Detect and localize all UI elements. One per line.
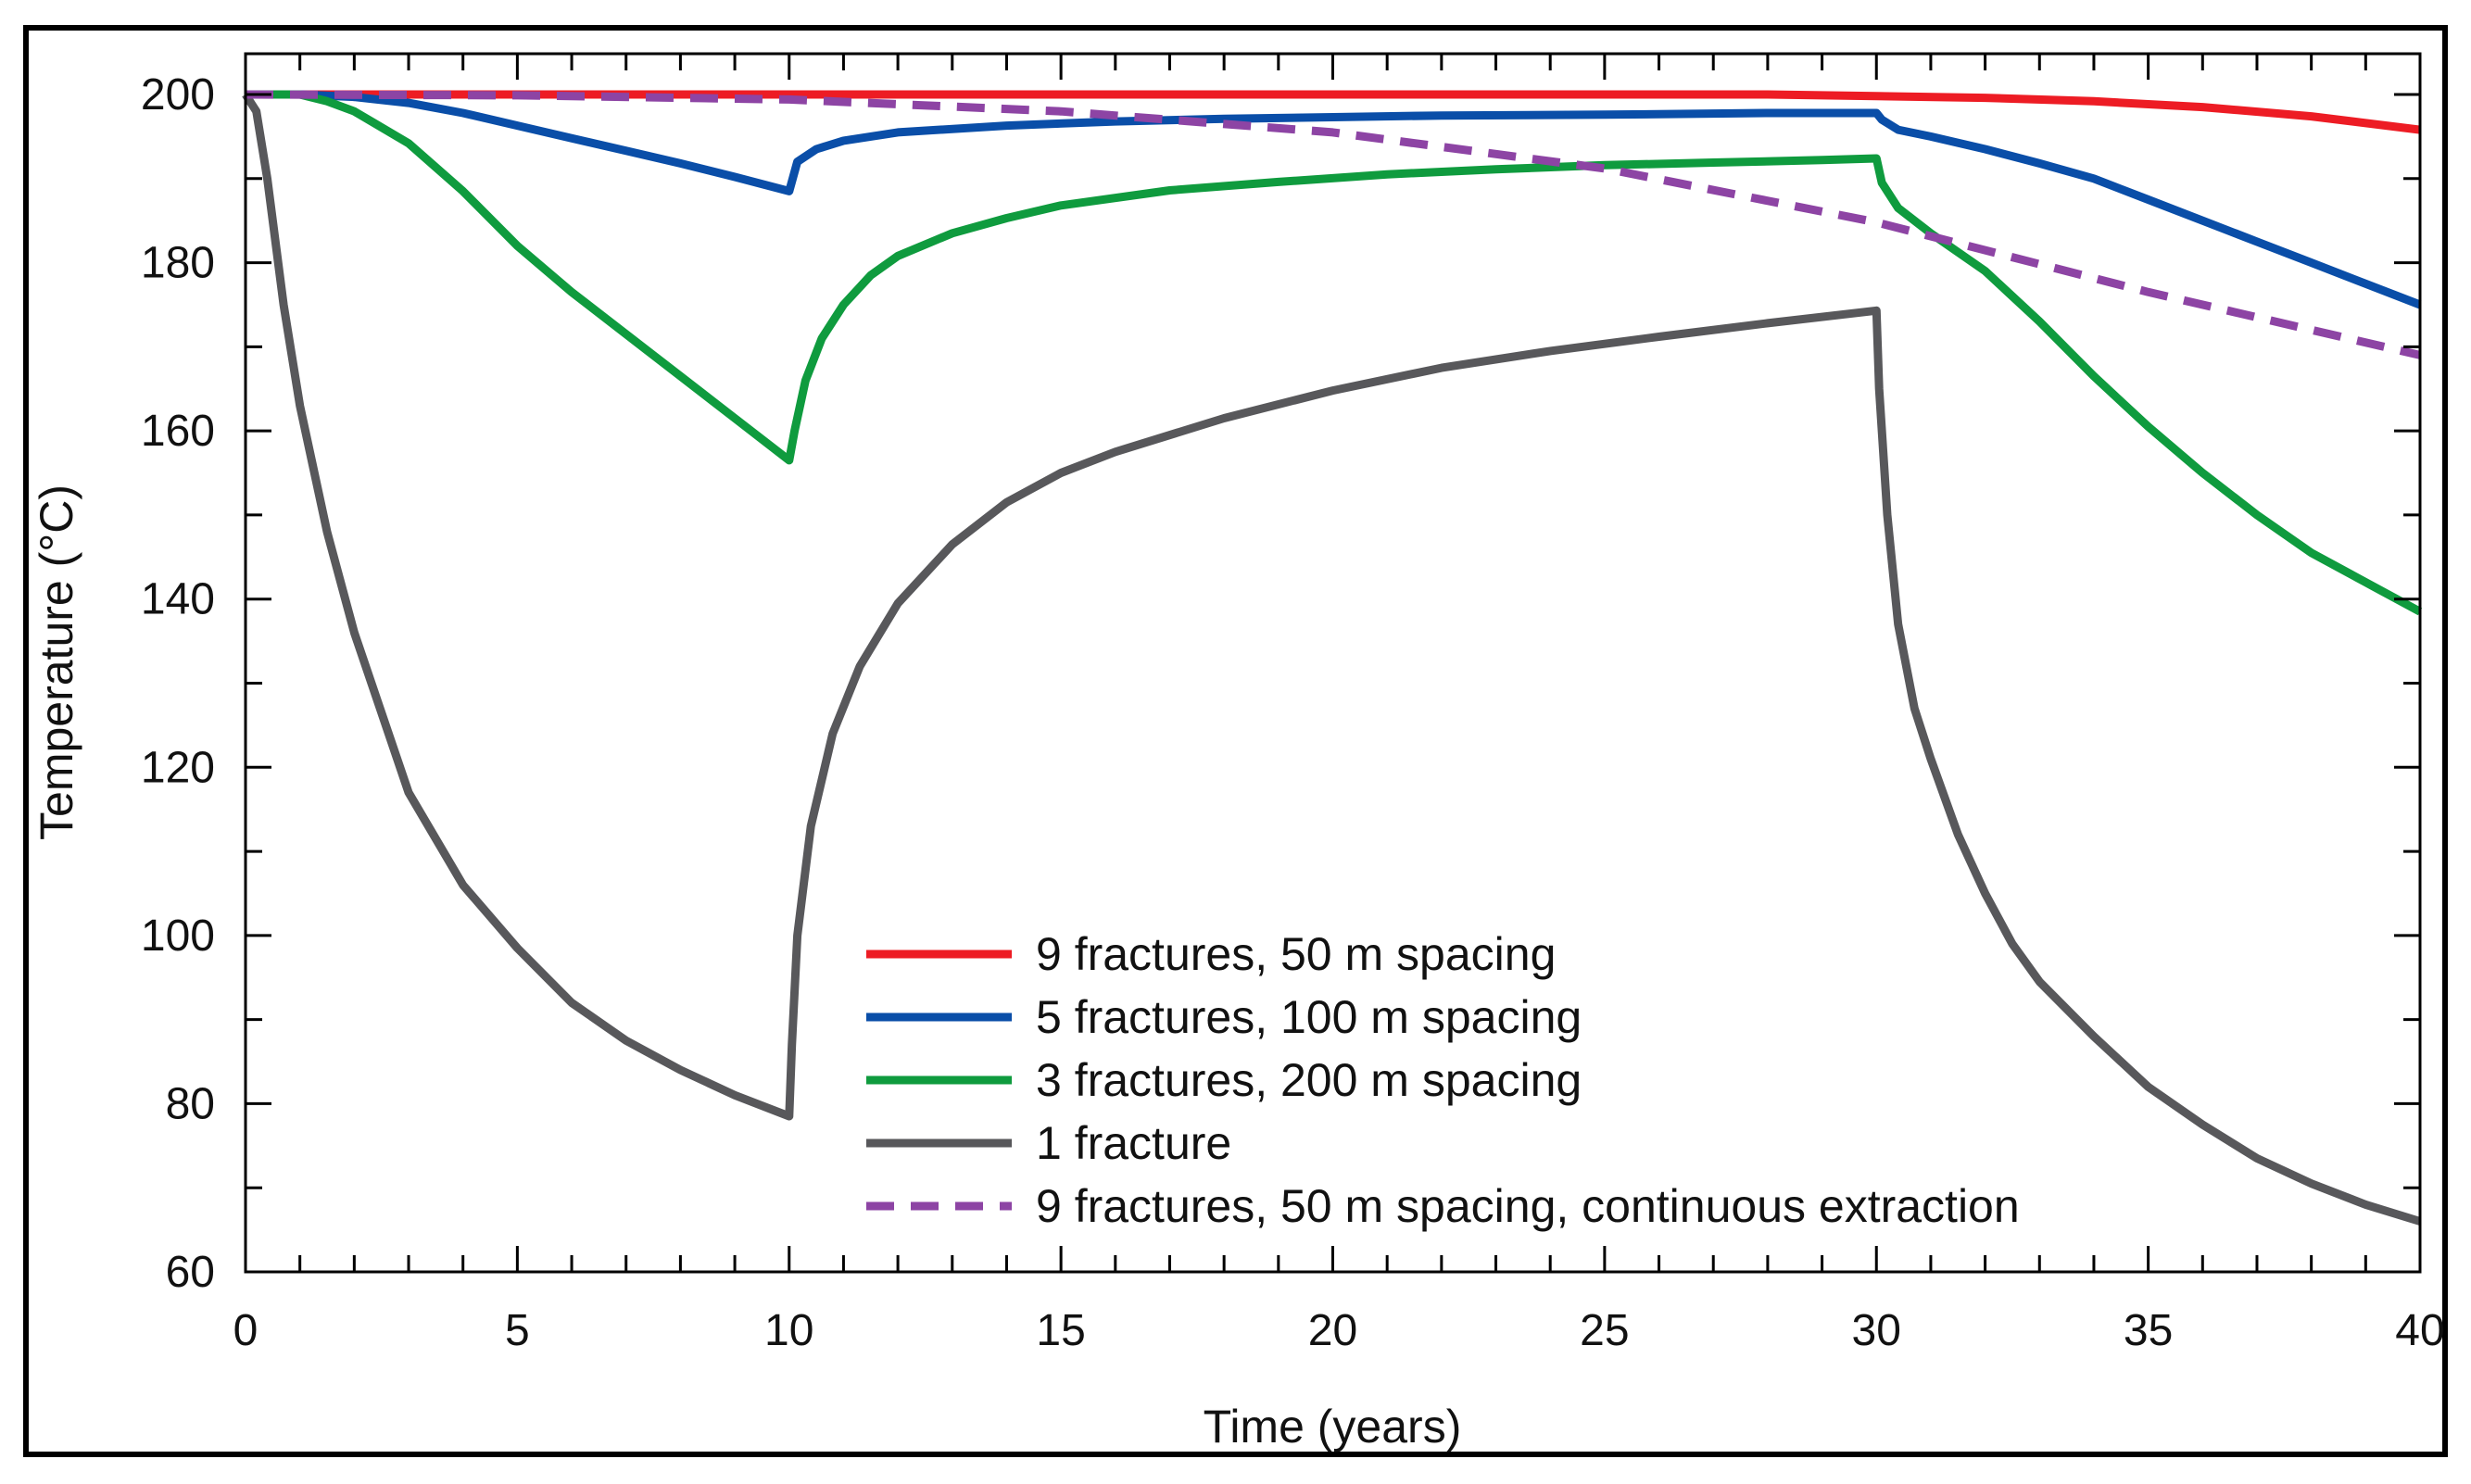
x-tick-label: 0 (233, 1306, 258, 1355)
x-tick-label: 10 (764, 1306, 813, 1355)
legend: 9 fractures, 50 m spacing 5 fractures, 10… (866, 928, 2020, 1232)
outer-frame (23, 25, 2448, 1457)
series-line-5-fractures-100-m-spacing (246, 90, 2422, 309)
legend-label: 3 fractures, 200 m spacing (1036, 1054, 1582, 1106)
legend-label: 9 fractures, 50 m spacing, continuous ex… (1036, 1180, 2020, 1232)
series-line-1-fracture (242, 92, 2422, 1226)
x-tick-label: 15 (1036, 1306, 1085, 1355)
series-lines (242, 90, 2423, 1226)
y-tick-label: 100 (141, 912, 215, 961)
y-axis-label: Temperature (°C) (31, 484, 82, 840)
legend-label: 1 fracture (1036, 1117, 1231, 1169)
x-tick-label: 25 (1580, 1306, 1629, 1355)
x-tick-label: 35 (2124, 1306, 2173, 1355)
legend-label: 9 fractures, 50 m spacing (1036, 928, 1556, 980)
x-tick-label: 30 (1852, 1306, 1901, 1355)
y-tick-labels: 60 80 100 120 140 160 180 200 (141, 70, 215, 1297)
y-tick-label: 160 (141, 407, 215, 456)
y-tick-label: 120 (141, 743, 215, 792)
x-tick-label: 40 (2395, 1306, 2444, 1355)
x-axis-label: Time (years) (1204, 1401, 1462, 1453)
series-line-9-fractures-50-m-spacing-continuous-extraction (245, 90, 2422, 359)
y-tick-label: 140 (141, 575, 215, 624)
series-line-9-fractures-50-m-spacing (246, 90, 2421, 134)
y-tick-label: 80 (166, 1079, 215, 1128)
series-line-3-fractures-200-m-spacing (246, 90, 2423, 616)
y-tick-label: 60 (166, 1248, 215, 1297)
axis-ticks (244, 54, 2422, 1274)
y-tick-label: 180 (141, 239, 215, 288)
y-tick-label: 200 (141, 70, 215, 119)
x-tick-label: 20 (1308, 1306, 1357, 1355)
x-tick-labels: 0 5 10 15 20 25 30 35 40 (233, 1306, 2445, 1355)
x-tick-label: 5 (505, 1306, 530, 1355)
legend-label: 5 fractures, 100 m spacing (1036, 991, 1582, 1043)
